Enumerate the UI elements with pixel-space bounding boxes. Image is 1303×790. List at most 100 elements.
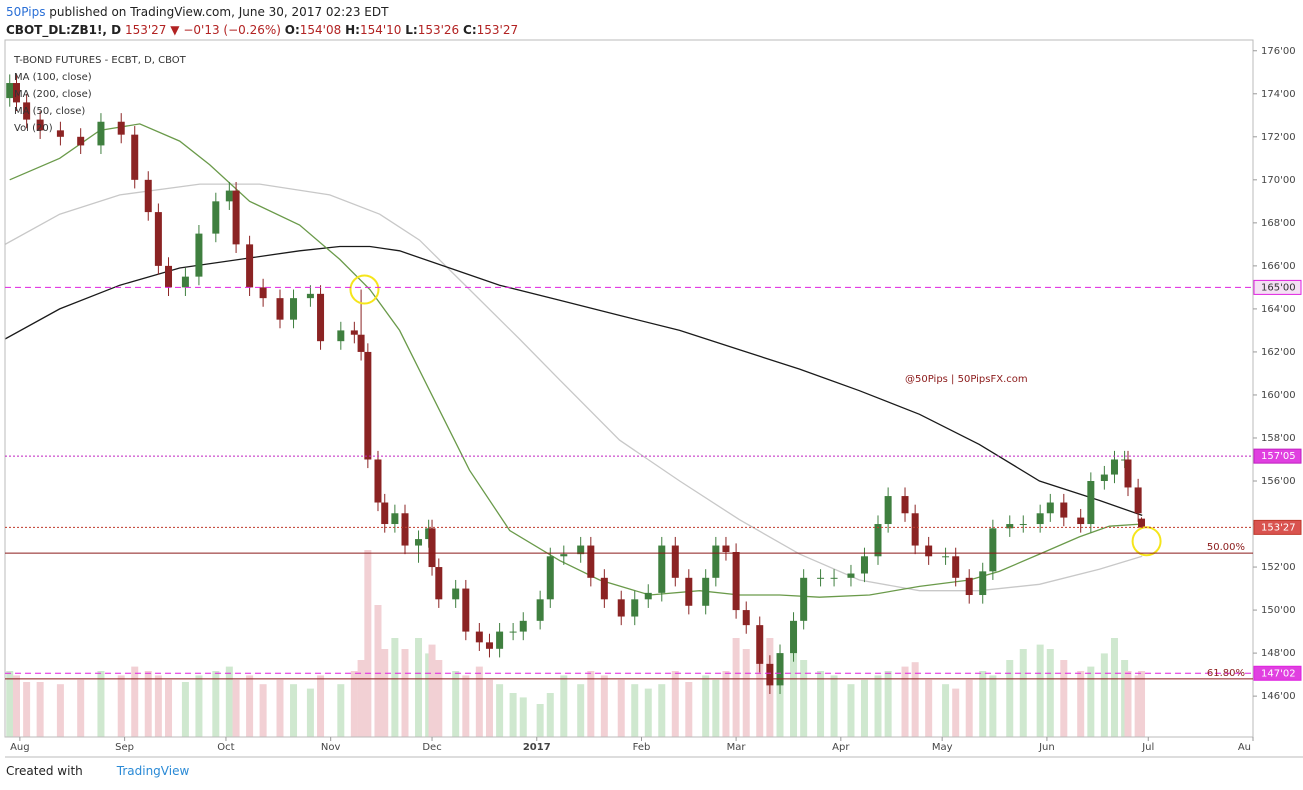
candle-body	[6, 83, 14, 99]
candle-body	[1134, 487, 1142, 514]
volume-bar	[1100, 653, 1108, 737]
candle-body	[742, 610, 750, 626]
candle-body	[546, 556, 554, 600]
x-tick-label: Jul	[1141, 742, 1154, 753]
volume-bar	[600, 675, 608, 737]
candle-body	[884, 496, 892, 525]
volume-bar	[496, 684, 504, 737]
moving-average	[5, 245, 1143, 517]
publisher: 50Pips	[6, 5, 46, 19]
candle-body	[712, 545, 720, 578]
volume-bar	[901, 666, 909, 737]
volume-bar	[577, 684, 585, 737]
volume-bar	[56, 684, 64, 737]
candle-body	[337, 330, 345, 342]
volume-bar	[452, 671, 460, 737]
y-tick-label: 176'00	[1261, 46, 1296, 57]
volume-bar	[989, 675, 997, 737]
y-tick-label: 146'00	[1261, 691, 1296, 702]
volume-bar	[154, 675, 162, 737]
y-tick-label: 156'00	[1261, 476, 1296, 487]
volume-bar	[374, 605, 382, 737]
candle-body	[496, 631, 504, 649]
volume-bar	[560, 675, 568, 737]
y-tick-label: 162'00	[1261, 347, 1296, 358]
candle-body	[23, 102, 31, 120]
volume-bar	[644, 688, 652, 737]
candle-body	[874, 524, 882, 557]
candle-body	[181, 276, 189, 288]
volume-bar	[742, 649, 750, 737]
candle-body	[965, 577, 973, 596]
volume-bar	[1087, 666, 1095, 737]
x-tick-label: Nov	[321, 742, 341, 753]
down-arrow: ▼	[170, 23, 180, 37]
candle-body	[165, 265, 173, 288]
volume-bar	[144, 671, 152, 737]
ohlc-key: O:	[284, 23, 300, 37]
candle-body	[722, 545, 730, 552]
x-tick-label: Au	[1238, 742, 1251, 753]
volume-bar	[942, 684, 950, 737]
price-tag	[1253, 519, 1302, 535]
y-tick-label: 172'00	[1261, 132, 1296, 143]
candle-body	[519, 620, 527, 632]
candle-body	[860, 556, 868, 574]
candle-body	[97, 121, 105, 146]
candle-body	[587, 545, 595, 578]
candle-body	[1124, 459, 1132, 488]
y-tick-label: 164'00	[1261, 304, 1296, 315]
x-tick-label: Aug	[10, 742, 30, 753]
volume-bar	[97, 671, 105, 737]
y-tick-label: 158'00	[1261, 433, 1296, 444]
y-tick-label: 150'00	[1261, 605, 1296, 616]
chart-title: T-BOND FUTURES - ECBT, D, CBOT	[13, 55, 187, 66]
candle-body	[911, 513, 919, 546]
volume-bar	[12, 675, 20, 737]
ohlc-value: 154'08	[299, 23, 342, 37]
moving-average	[9, 123, 1143, 598]
candle-body	[350, 330, 358, 335]
highlight-circle	[349, 274, 380, 305]
volume-bar	[911, 662, 919, 737]
ohlc-key: C:	[463, 23, 477, 37]
volume-bar	[830, 675, 838, 737]
candle-body	[195, 233, 203, 277]
ohlc: O:154'08 H:154'10 L:153'26 C:153'27	[285, 23, 518, 37]
candle-body	[989, 528, 997, 572]
x-tick-label: Apr	[832, 742, 850, 753]
volume-bar	[1019, 649, 1027, 737]
x-tick-label: Sep	[115, 742, 134, 753]
header: 50Pips published on TradingView.com, Jun…	[6, 3, 518, 39]
volume-bar	[317, 675, 325, 737]
volume-bar	[979, 671, 987, 737]
y-tick-label: 160'00	[1261, 390, 1296, 401]
price-tag-label: 153'27	[1261, 522, 1296, 533]
volume-bar	[1077, 671, 1085, 737]
volume-bar	[884, 671, 892, 737]
x-tick-label: May	[932, 742, 953, 753]
candle-body	[644, 592, 652, 600]
candle-body	[925, 545, 933, 557]
ohlc-value: 154'10	[359, 23, 402, 37]
volume-bar	[232, 679, 240, 737]
y-tick-label: 170'00	[1261, 175, 1296, 186]
candle-body	[577, 545, 585, 555]
volume-bar	[428, 644, 436, 737]
y-tick-label: 166'00	[1261, 261, 1296, 272]
candle-body	[952, 556, 960, 578]
candle-body	[1019, 524, 1027, 526]
volume-bar	[925, 679, 933, 737]
y-tick-label: 148'00	[1261, 648, 1296, 659]
candle-body	[131, 134, 139, 180]
candle-body	[766, 663, 774, 686]
candle-body	[415, 539, 423, 546]
candle-body	[1138, 518, 1146, 528]
highlight-circle	[1131, 526, 1162, 557]
ohlc-value: 153'27	[476, 23, 519, 37]
created: Created with	[6, 764, 83, 778]
volume-bar	[847, 684, 855, 737]
candle-body	[475, 631, 483, 643]
change: −0'13 (−0.26%)	[183, 23, 281, 37]
volume-bar	[225, 666, 233, 737]
